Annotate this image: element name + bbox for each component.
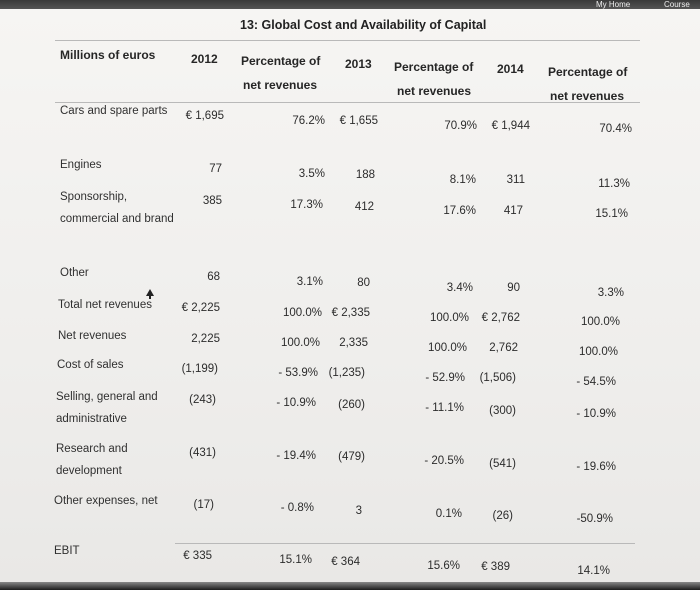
cell-2013-pct: - 52.9% [425, 372, 465, 384]
cell-2013-pct: 17.6% [443, 205, 476, 217]
cell-2014-value: (1,506) [479, 372, 516, 384]
cell-2013-value: 2,335 [339, 337, 368, 349]
cell-2014-value: (300) [489, 405, 516, 417]
cell-2014-pct: - 10.9% [576, 408, 616, 420]
col-header-pct-2012-line1: Percentage of [241, 54, 321, 68]
cell-2013-value: (479) [338, 451, 365, 463]
cell-2013-pct: 70.9% [444, 120, 477, 132]
col-header-2012: 2012 [191, 52, 218, 66]
cell-2014-value: € 1,944 [491, 120, 530, 132]
row-label-other: Other [60, 267, 89, 279]
tab-course[interactable]: Course [664, 0, 690, 9]
row-label-cost-of-sales: Cost of sales [57, 359, 124, 371]
header-top-rule [55, 40, 640, 41]
cell-2014-pct: - 54.5% [576, 376, 616, 388]
cell-2014-value: (541) [489, 458, 516, 470]
cell-2014-pct: 70.4% [599, 123, 632, 135]
row-label-other-expenses-net: Other expenses, net [54, 495, 158, 507]
cell-2012-value: (1,199) [181, 363, 218, 375]
row-label-engines: Engines [60, 159, 102, 171]
cell-2012-value: € 1,695 [185, 110, 224, 122]
row-label-ebit: EBIT [54, 545, 80, 557]
row-label-net-revenues: Net revenues [58, 330, 127, 342]
cell-2012-value: 68 [207, 271, 220, 283]
cell-2013-value: € 1,655 [339, 115, 378, 127]
cell-2014-value: € 2,762 [481, 312, 520, 324]
cell-2012-value: (243) [189, 394, 216, 406]
cell-2014-value: 90 [507, 282, 520, 294]
cell-2013-pct: 8.1% [449, 174, 476, 186]
col-header-label: Millions of euros [60, 48, 156, 62]
cell-2012-value: (17) [193, 499, 214, 511]
cell-2012-pct: 3.1% [296, 276, 323, 288]
cell-2012-pct: 100.0% [280, 337, 320, 349]
col-header-pct-2014-line2: net revenues [550, 89, 625, 103]
cell-2014-value: (26) [492, 510, 513, 522]
col-header-pct-2013-line2: net revenues [397, 84, 472, 98]
row-label-cars-and-spare-parts: Cars and spare parts [60, 105, 168, 117]
cell-2012-pct: 100.0% [282, 307, 322, 319]
cell-2013-value: € 2,335 [331, 307, 370, 319]
col-header-2013: 2013 [345, 57, 372, 71]
tab-my-home[interactable]: My Home [596, 0, 631, 9]
cell-2013-pct: 0.1% [435, 508, 462, 520]
cell-2013-value: 412 [354, 201, 374, 213]
browser-top-bar: My Home Course [0, 0, 700, 9]
cell-2012-value: € 2,225 [181, 302, 220, 314]
cell-2013-value: 80 [357, 277, 370, 289]
cell-2014-pct: - 19.6% [576, 461, 616, 473]
cell-2014-pct: 14.1% [577, 565, 610, 577]
cell-2012-value: 2,225 [191, 333, 220, 345]
bottom-edge-shadow [0, 582, 700, 590]
cell-2013-pct: 100.0% [429, 312, 469, 324]
cell-2014-pct: 15.1% [595, 208, 628, 220]
cell-2012-pct: 17.3% [290, 199, 323, 211]
cell-2013-value: 3 [355, 505, 362, 517]
row-label-selling-general-administrative: Selling, general and administrative [56, 391, 158, 425]
cell-2012-value: 385 [202, 195, 222, 207]
cell-2013-pct: - 11.1% [425, 402, 464, 414]
cell-2012-pct: 15.1% [279, 554, 312, 566]
cell-2013-pct: 100.0% [427, 342, 467, 354]
cell-2014-value: € 389 [481, 561, 510, 573]
page-title: 13: Global Cost and Availability of Capi… [240, 18, 487, 32]
cell-2013-pct: - 20.5% [424, 455, 464, 467]
cell-2014-pct: 3.3% [597, 287, 624, 299]
cell-2013-pct: 15.6% [427, 560, 460, 572]
cell-2014-value: 2,762 [489, 342, 518, 354]
cell-2014-pct: 11.3% [598, 178, 630, 190]
row-label-research-and-development: Research and development [56, 443, 128, 477]
row-label-total-net-revenues: Total net revenues [58, 299, 152, 311]
cell-2014-pct: 100.0% [578, 346, 618, 358]
col-header-2014: 2014 [497, 62, 524, 76]
cell-2012-pct: - 19.4% [276, 450, 316, 462]
cell-2012-pct: - 0.8% [280, 502, 314, 514]
cell-2013-value: € 364 [331, 556, 360, 568]
cell-2013-value: 188 [355, 169, 375, 181]
cell-2012-pct: - 10.9% [276, 397, 316, 409]
cell-2012-pct: 76.2% [292, 115, 325, 127]
cell-2014-value: 311 [506, 174, 525, 186]
cell-2014-pct: 100.0% [580, 316, 620, 328]
cell-2013-pct: 3.4% [446, 282, 473, 294]
document-page [0, 9, 700, 584]
cell-2012-pct: 3.5% [298, 168, 325, 180]
col-header-pct-2012-line2: net revenues [243, 78, 318, 92]
ebit-rule [175, 543, 635, 544]
cell-2012-value: € 335 [183, 550, 212, 562]
row-label-sponsorship-commercial-brand: Sponsorship, commercial and brand [60, 191, 174, 225]
col-header-pct-2014-line1: Percentage of [548, 65, 628, 79]
mouse-cursor-icon [146, 289, 154, 299]
header-bottom-rule [55, 102, 640, 103]
cell-2012-pct: - 53.9% [278, 367, 318, 379]
cell-2012-value: 77 [209, 163, 222, 175]
cell-2014-pct: -50.9% [576, 513, 613, 525]
cell-2012-value: (431) [189, 447, 216, 459]
col-header-pct-2013-line1: Percentage of [394, 60, 474, 74]
cell-2014-value: 417 [503, 205, 523, 217]
cell-2013-value: (260) [338, 399, 365, 411]
cell-2013-value: (1,235) [328, 367, 365, 379]
